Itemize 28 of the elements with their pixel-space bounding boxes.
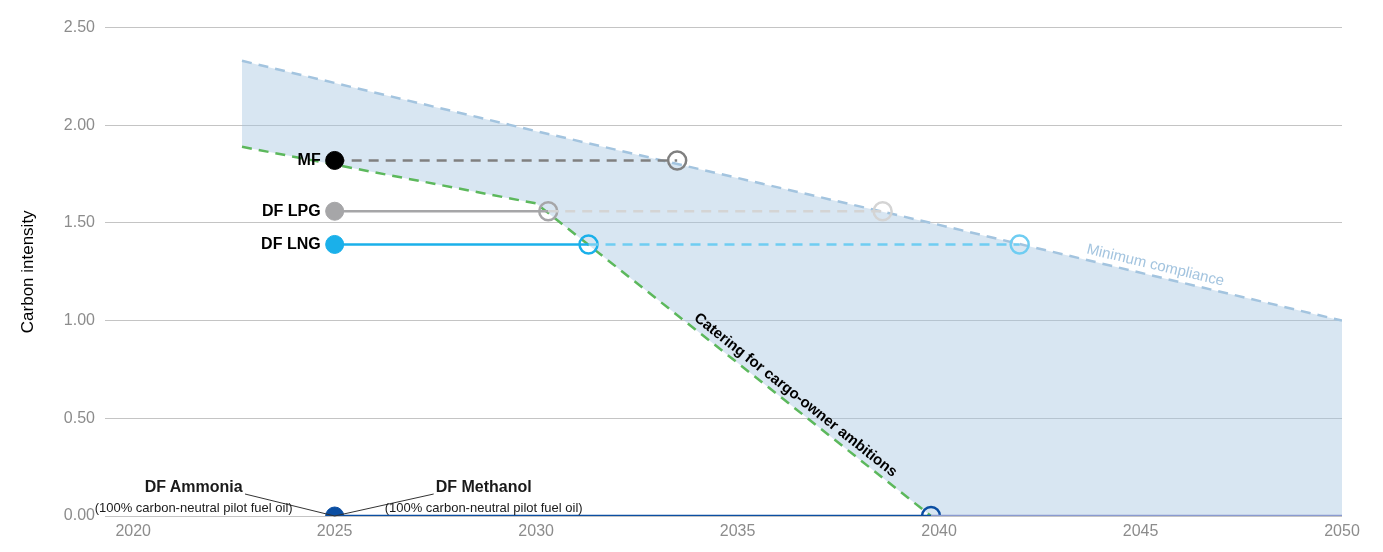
y-tick-label: 2.50 — [63, 18, 96, 36]
x-tick-label: 2020 — [115, 522, 152, 540]
x-tick-label: 2050 — [1324, 522, 1360, 540]
x-tick-label: 2025 — [316, 522, 353, 540]
y-tick-label: 1.00 — [63, 311, 96, 329]
text: Minimum compliance — [1085, 239, 1227, 289]
point — [872, 200, 893, 222]
x-tick-label: 2040 — [921, 522, 957, 540]
annotation: DF Methanol — [435, 478, 532, 496]
x-tick-label: 2030 — [518, 522, 555, 540]
series-label: DF LNG — [261, 234, 321, 252]
series-label: DF LPG — [262, 201, 321, 219]
annotation: (100% carbon-neutral pilot fuel oil) — [94, 499, 293, 515]
point — [325, 150, 345, 170]
point — [1009, 234, 1030, 255]
x-tick-label: 2035 — [719, 522, 756, 540]
x-tick-label: 2045 — [1122, 522, 1159, 540]
y-axis-title: Carbon intensity — [17, 209, 37, 334]
annotation: DF Ammonia — [144, 478, 243, 496]
point — [578, 234, 599, 255]
annotation: (100% carbon-neutral pilot fuel oil) — [384, 499, 583, 515]
y-tick-label: 2.00 — [63, 115, 96, 133]
y-tick-label: 0.50 — [63, 408, 96, 426]
y-tick-label: 0.00 — [63, 506, 96, 524]
point — [537, 200, 559, 222]
y-tick-label: 1.50 — [63, 213, 96, 231]
point — [666, 150, 688, 171]
series-label: MF — [297, 150, 321, 168]
